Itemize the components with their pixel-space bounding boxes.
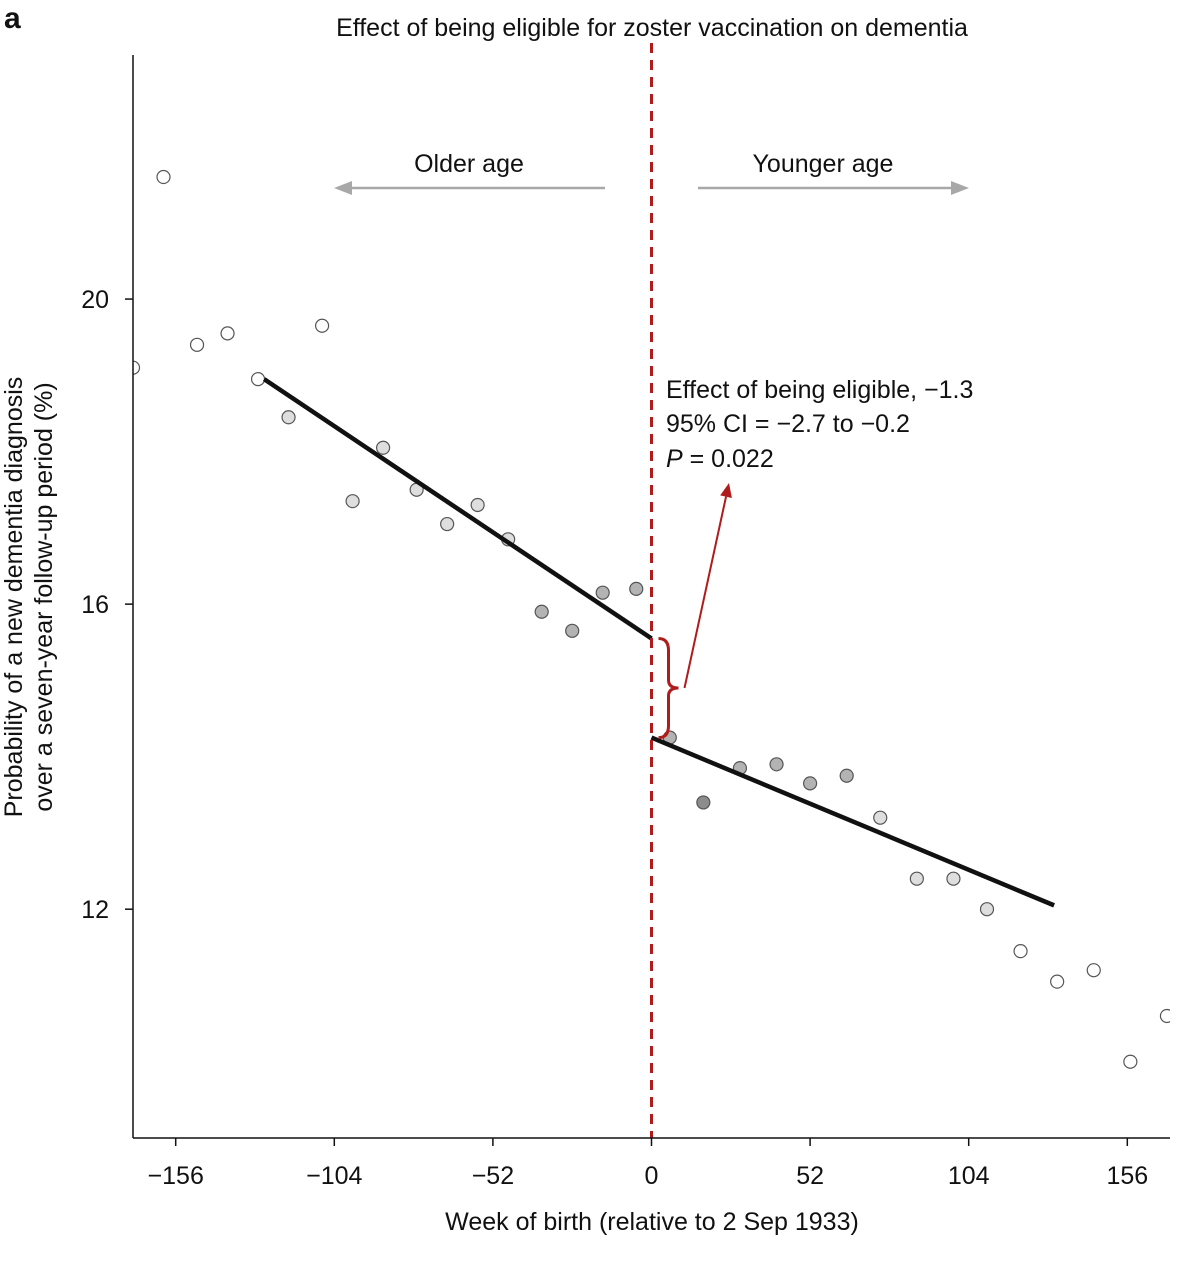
- data-point: [133, 360, 141, 375]
- fit-line: [650, 735, 1055, 908]
- x-tick-label: 156: [1106, 1162, 1148, 1190]
- data-point: [946, 871, 961, 886]
- effect-arrow-head: [720, 483, 732, 498]
- data-point: [873, 810, 888, 825]
- older-age-arrow-head: [334, 181, 352, 195]
- confidence-interval-text: 95% CI = −2.7 to −0.2: [666, 410, 910, 438]
- data-point: [565, 623, 580, 638]
- data-point: [1086, 963, 1101, 978]
- data-point: [769, 757, 784, 772]
- fit-line: [262, 377, 653, 641]
- y-axis-label-line-2: over a seven-year follow-up period (%): [30, 382, 58, 811]
- data-point: [281, 410, 296, 425]
- data-point: [595, 585, 610, 600]
- older-age-label: Older age: [414, 150, 524, 178]
- x-ticks: −156 −104 −52 0 52 104 156: [148, 1138, 1148, 1190]
- p-value: = 0.022: [683, 445, 774, 473]
- data-point: [979, 902, 995, 917]
- data-point: [345, 494, 360, 509]
- data-point: [1123, 1054, 1138, 1069]
- x-tick-label: 0: [645, 1162, 659, 1190]
- data-point: [839, 768, 854, 783]
- fit-lines: [262, 377, 1055, 908]
- data-point: [1050, 974, 1065, 989]
- data-point: [250, 372, 266, 387]
- y-tick-label: 16: [81, 591, 109, 619]
- y-ticks: 12 16 20: [81, 286, 133, 924]
- panel-letter: a: [4, 2, 21, 35]
- younger-age-label: Younger age: [753, 150, 894, 178]
- x-tick-label: −52: [472, 1162, 514, 1190]
- data-point: [696, 795, 711, 810]
- x-tick-label: −104: [306, 1162, 362, 1190]
- y-tick-label: 20: [81, 286, 109, 314]
- data-point: [1013, 944, 1028, 959]
- x-tick-label: −156: [148, 1162, 204, 1190]
- data-point: [802, 776, 818, 791]
- data-point: [909, 871, 924, 886]
- data-point: [220, 326, 235, 341]
- y-axis-label: Probability of a new dementia diagnosis …: [0, 377, 58, 818]
- effect-bracket: [658, 636, 679, 740]
- data-points: [133, 169, 1170, 1069]
- effect-estimate-text: Effect of being eligible, −1.3: [666, 376, 973, 404]
- p-value-text: P = 0.022: [666, 445, 774, 473]
- data-point: [629, 581, 644, 596]
- x-tick-label: 104: [948, 1162, 990, 1190]
- chart-title: Effect of being eligible for zoster vacc…: [336, 14, 968, 42]
- data-point: [156, 169, 171, 185]
- data-point: [1159, 1008, 1170, 1024]
- data-point: [315, 318, 330, 333]
- effect-arrow: [683, 496, 728, 689]
- data-point: [440, 516, 455, 532]
- y-tick-label: 12: [81, 896, 109, 924]
- data-point: [534, 604, 549, 619]
- p-symbol: P: [666, 445, 683, 473]
- data-point: [376, 440, 391, 455]
- y-axis-label-line-1: Probability of a new dementia diagnosis: [0, 377, 28, 818]
- younger-age-arrow-head: [951, 181, 969, 195]
- data-point: [189, 337, 205, 352]
- x-axis-label: Week of birth (relative to 2 Sep 1933): [445, 1208, 859, 1236]
- data-point: [470, 497, 485, 513]
- x-tick-label: 52: [796, 1162, 824, 1190]
